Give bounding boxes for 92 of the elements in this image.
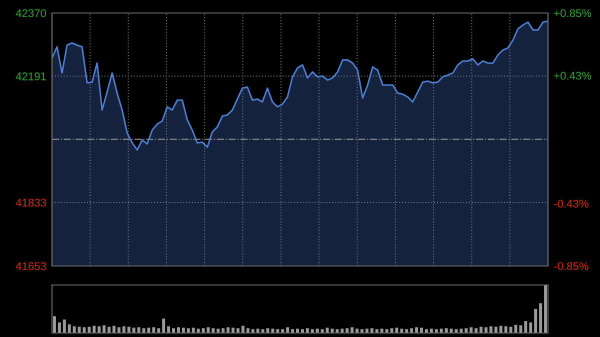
bar xyxy=(444,328,448,333)
bar xyxy=(241,326,244,333)
bar xyxy=(489,326,492,333)
bar xyxy=(336,329,339,333)
bar xyxy=(450,328,453,333)
bar xyxy=(147,328,150,333)
bar xyxy=(464,328,468,333)
bar xyxy=(370,328,374,333)
bar xyxy=(182,328,185,333)
y2-tick-label: +0.43% xyxy=(554,72,592,80)
bar xyxy=(72,326,76,333)
bar xyxy=(102,325,106,333)
bar xyxy=(167,326,170,333)
bar xyxy=(52,316,56,333)
bar xyxy=(440,328,443,333)
bar xyxy=(360,329,364,333)
bar xyxy=(68,324,71,333)
bar xyxy=(222,328,225,333)
y-tick-label: 41653 xyxy=(16,262,46,270)
bar xyxy=(122,326,126,333)
bar xyxy=(192,328,195,333)
bar xyxy=(316,328,319,333)
y2-tick-label: -0.43% xyxy=(554,200,588,208)
bar xyxy=(137,327,140,333)
bar xyxy=(385,329,388,333)
bar xyxy=(534,309,538,333)
bar xyxy=(58,322,61,333)
bar xyxy=(162,318,166,333)
bar xyxy=(310,329,314,333)
bar xyxy=(430,328,433,333)
bar xyxy=(326,328,329,333)
bar xyxy=(504,326,508,333)
bar xyxy=(484,327,488,333)
bar xyxy=(460,328,463,333)
bar xyxy=(296,328,300,333)
bar xyxy=(415,327,418,333)
bar xyxy=(246,328,250,333)
bar xyxy=(365,328,368,333)
bar xyxy=(350,327,354,333)
y-tick-label: 41833 xyxy=(16,198,46,207)
bar xyxy=(529,322,532,333)
bar xyxy=(62,320,66,333)
bar xyxy=(424,329,428,333)
bar xyxy=(117,327,120,333)
bar xyxy=(395,328,398,333)
bar xyxy=(291,329,294,333)
bar xyxy=(410,328,414,333)
bar xyxy=(356,328,359,333)
bar xyxy=(400,328,404,333)
bar xyxy=(380,328,384,333)
bar xyxy=(470,327,473,333)
bar xyxy=(98,326,101,333)
bar xyxy=(157,328,160,333)
bar xyxy=(261,329,264,333)
bar xyxy=(346,328,349,333)
bar xyxy=(176,327,180,333)
y-tick-label: 42191 xyxy=(16,72,46,80)
y-tick-label: 42370 xyxy=(16,9,46,18)
bar xyxy=(286,327,290,333)
bar xyxy=(474,328,478,333)
bar xyxy=(196,328,200,333)
bar xyxy=(186,328,190,333)
bar xyxy=(92,326,96,333)
bar xyxy=(202,328,205,333)
bar xyxy=(434,329,438,333)
bar xyxy=(499,326,502,333)
bar xyxy=(340,328,344,333)
bar xyxy=(524,321,528,333)
bar xyxy=(256,328,260,333)
bar xyxy=(236,328,240,333)
bar xyxy=(132,328,136,333)
bar xyxy=(539,303,542,333)
bar xyxy=(271,328,274,333)
bar xyxy=(405,329,408,333)
bar xyxy=(216,328,220,333)
y2-tick-label: -0.85% xyxy=(554,262,588,270)
bar xyxy=(519,325,522,333)
y2-tick-label: +0.85% xyxy=(554,9,592,18)
bar xyxy=(152,327,156,333)
bar xyxy=(281,329,284,333)
bar xyxy=(276,329,280,333)
bar xyxy=(306,328,309,333)
bar xyxy=(232,328,235,333)
bar xyxy=(320,329,324,333)
bar xyxy=(226,327,230,333)
bar xyxy=(375,329,378,333)
bar xyxy=(300,329,304,333)
bar xyxy=(112,326,116,333)
bar xyxy=(212,328,215,333)
bar xyxy=(172,328,176,333)
bar xyxy=(251,329,254,333)
bar xyxy=(420,328,424,333)
